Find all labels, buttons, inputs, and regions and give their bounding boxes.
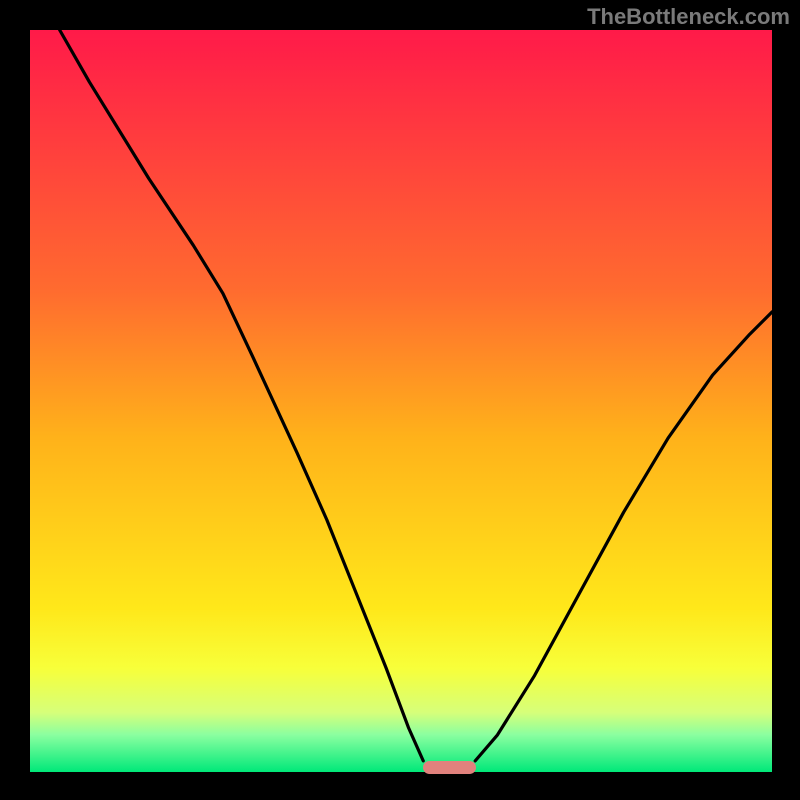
watermark-text: TheBottleneck.com [587, 4, 790, 30]
left-curve [60, 30, 424, 761]
curves-svg [0, 0, 800, 800]
chart-container: TheBottleneck.com [0, 0, 800, 800]
right-curve [475, 312, 772, 761]
bottom-marker [423, 761, 476, 774]
